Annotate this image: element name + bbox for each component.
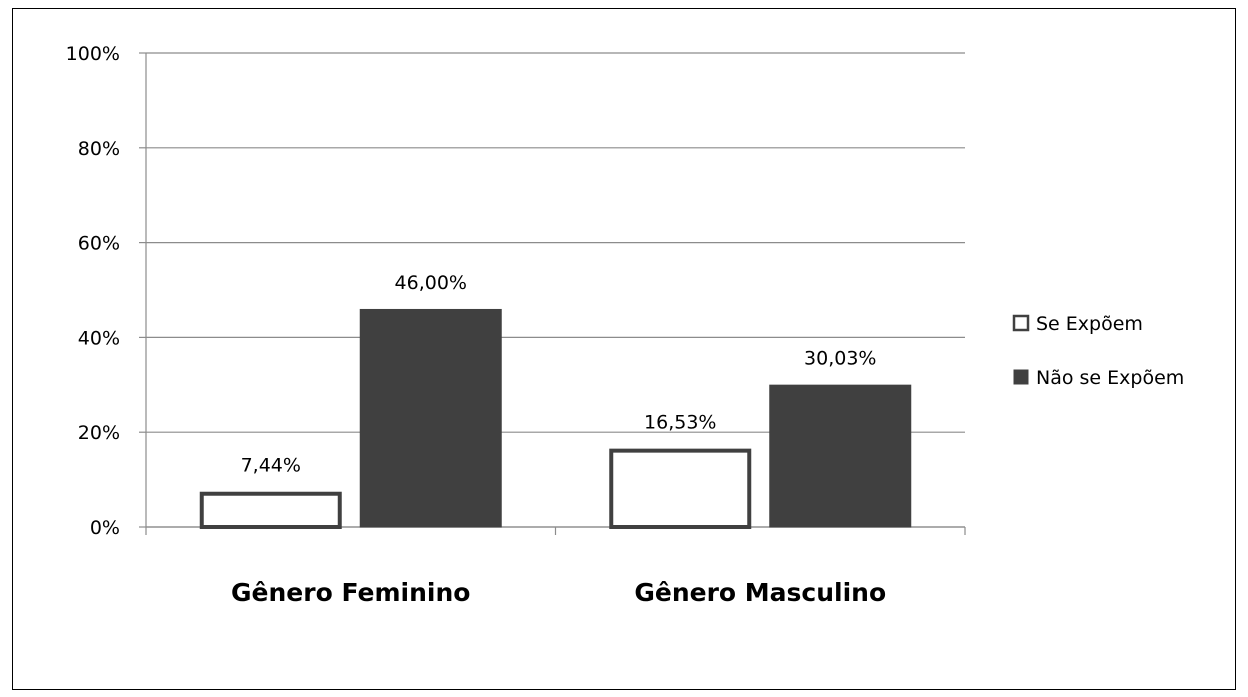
y-tick-label: 40% [78,327,120,349]
data-label: 7,44% [241,455,301,477]
legend-swatch [1012,314,1030,332]
y-tick-label: 80% [78,138,120,160]
bar [609,448,752,529]
bar [199,491,342,530]
bar [769,384,912,528]
data-label: 30,03% [804,348,876,370]
legend-swatch [1013,369,1029,385]
y-tick-label: 100% [66,43,120,65]
y-tick-label: 60% [78,233,120,255]
data-label: 46,00% [395,272,467,294]
legend-label: Se Expõem [1036,313,1143,335]
data-label: 16,53% [644,412,716,434]
bar [359,308,502,528]
category-label: Gênero Feminino [231,578,470,607]
chart-frame [12,8,1236,690]
y-tick-label: 20% [78,422,120,444]
y-tick-label: 0% [90,517,120,539]
legend-label: Não se Expõem [1036,367,1184,389]
category-label: Gênero Masculino [634,578,886,607]
